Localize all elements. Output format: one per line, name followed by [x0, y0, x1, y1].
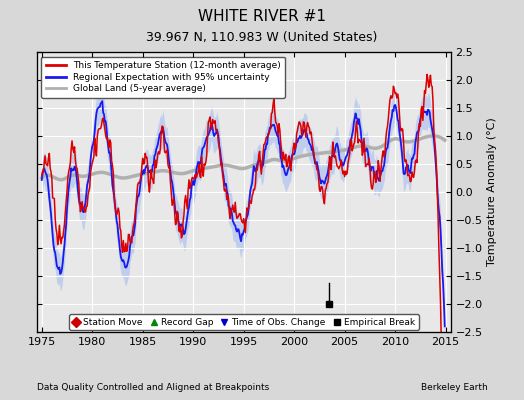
Text: Berkeley Earth: Berkeley Earth — [421, 383, 487, 392]
Text: WHITE RIVER #1: WHITE RIVER #1 — [198, 9, 326, 24]
Text: 39.967 N, 110.983 W (United States): 39.967 N, 110.983 W (United States) — [146, 31, 378, 44]
Text: Data Quality Controlled and Aligned at Breakpoints: Data Quality Controlled and Aligned at B… — [37, 383, 269, 392]
Legend: Station Move, Record Gap, Time of Obs. Change, Empirical Break: Station Move, Record Gap, Time of Obs. C… — [69, 314, 419, 330]
Y-axis label: Temperature Anomaly (°C): Temperature Anomaly (°C) — [487, 118, 497, 266]
